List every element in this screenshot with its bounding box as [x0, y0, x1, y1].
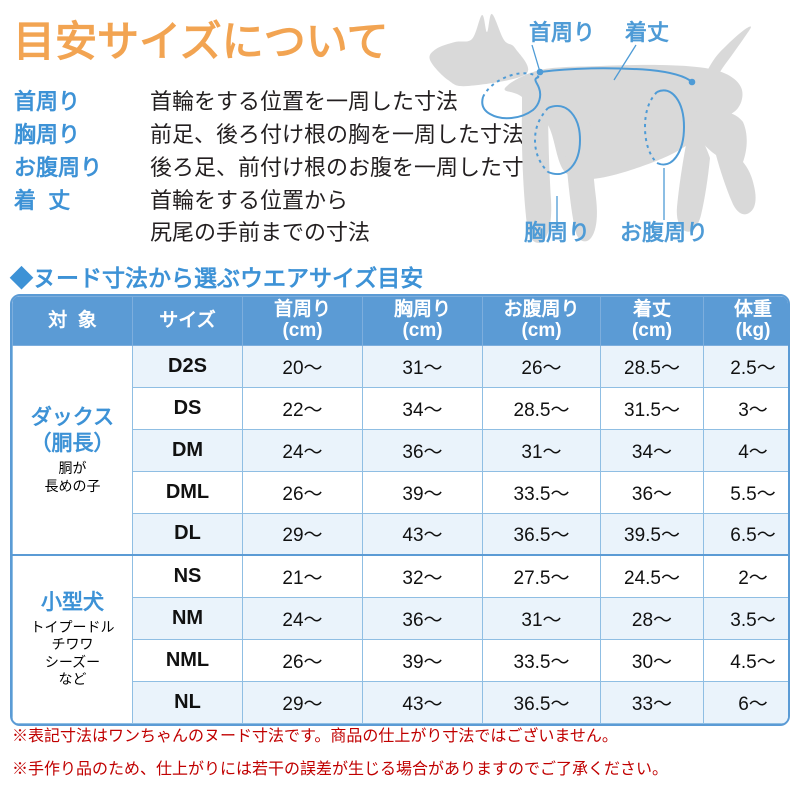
- svg-text:着丈: 着丈: [624, 20, 669, 45]
- svg-text:首周り: 首周り: [529, 20, 595, 45]
- svg-text:お腹周り: お腹周り: [620, 220, 708, 245]
- svg-text:胸周り: 胸周り: [524, 220, 590, 245]
